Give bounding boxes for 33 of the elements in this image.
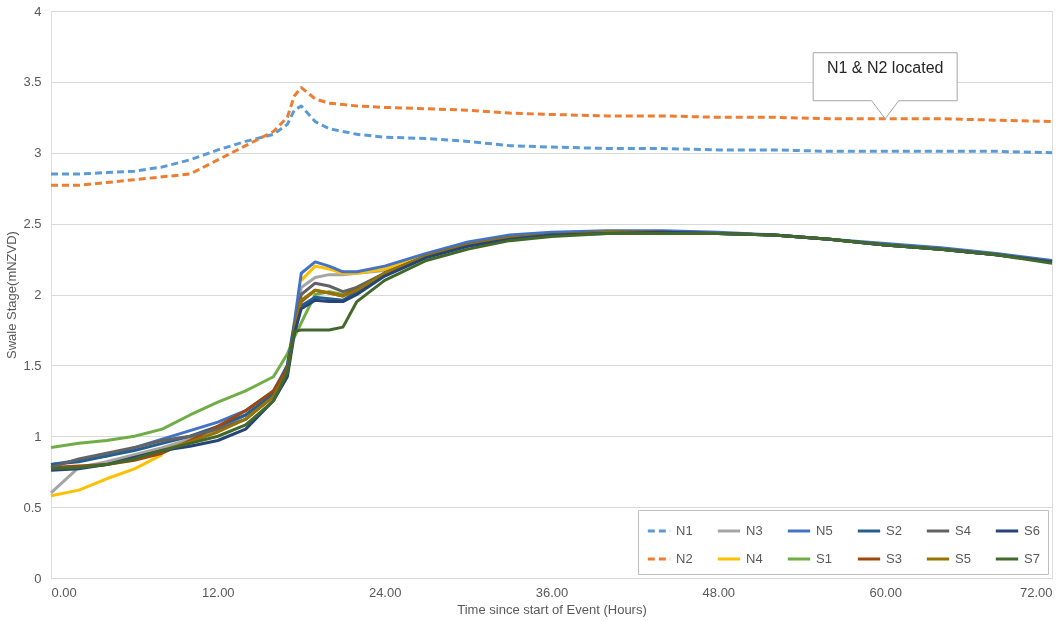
x-tick-label: 0.00 bbox=[51, 584, 77, 600]
legend-label: S6 bbox=[1024, 523, 1040, 538]
x-axis-title: Time since start of Event (Hours) bbox=[457, 601, 647, 617]
legend-label: N1 bbox=[676, 523, 693, 538]
y-tick-label: 0.5 bbox=[23, 499, 42, 515]
legend-label: S3 bbox=[886, 551, 902, 566]
x-tick-label: 24.00 bbox=[368, 584, 402, 600]
legend-label: S5 bbox=[955, 551, 971, 566]
x-tick-label: 36.00 bbox=[535, 584, 569, 600]
y-tick-label: 2 bbox=[34, 287, 42, 302]
x-tick-label: 72.00 bbox=[1019, 584, 1053, 600]
y-tick-label: 2.5 bbox=[23, 216, 42, 232]
y-tick-label: 0 bbox=[34, 570, 42, 586]
legend-label: N5 bbox=[816, 523, 833, 538]
x-tick-label: 12.00 bbox=[202, 584, 235, 600]
y-tick-label: 4 bbox=[34, 3, 42, 19]
legend-label: N2 bbox=[676, 551, 693, 566]
legend-label: S4 bbox=[955, 523, 971, 538]
line-series bbox=[49, 86, 1054, 187]
x-tick-label: 48.00 bbox=[702, 584, 736, 600]
line-series bbox=[49, 104, 1054, 176]
annotation: N1 & N2 located bbox=[826, 58, 944, 76]
legend-label: S2 bbox=[886, 523, 902, 538]
legend-label: S7 bbox=[1024, 551, 1040, 566]
x-tick-label: 60.00 bbox=[869, 584, 902, 600]
y-tick-label: 3.5 bbox=[23, 74, 42, 90]
legend-label: N4 bbox=[746, 551, 763, 566]
y-axis-title: Swale Stage(mNZVD) bbox=[4, 231, 20, 359]
legend-label: N3 bbox=[746, 523, 763, 538]
y-tick-label: 3 bbox=[34, 145, 42, 161]
legend-label: S1 bbox=[816, 551, 832, 566]
y-tick-label: 1 bbox=[34, 428, 42, 444]
y-tick-label: 1.5 bbox=[23, 357, 42, 373]
